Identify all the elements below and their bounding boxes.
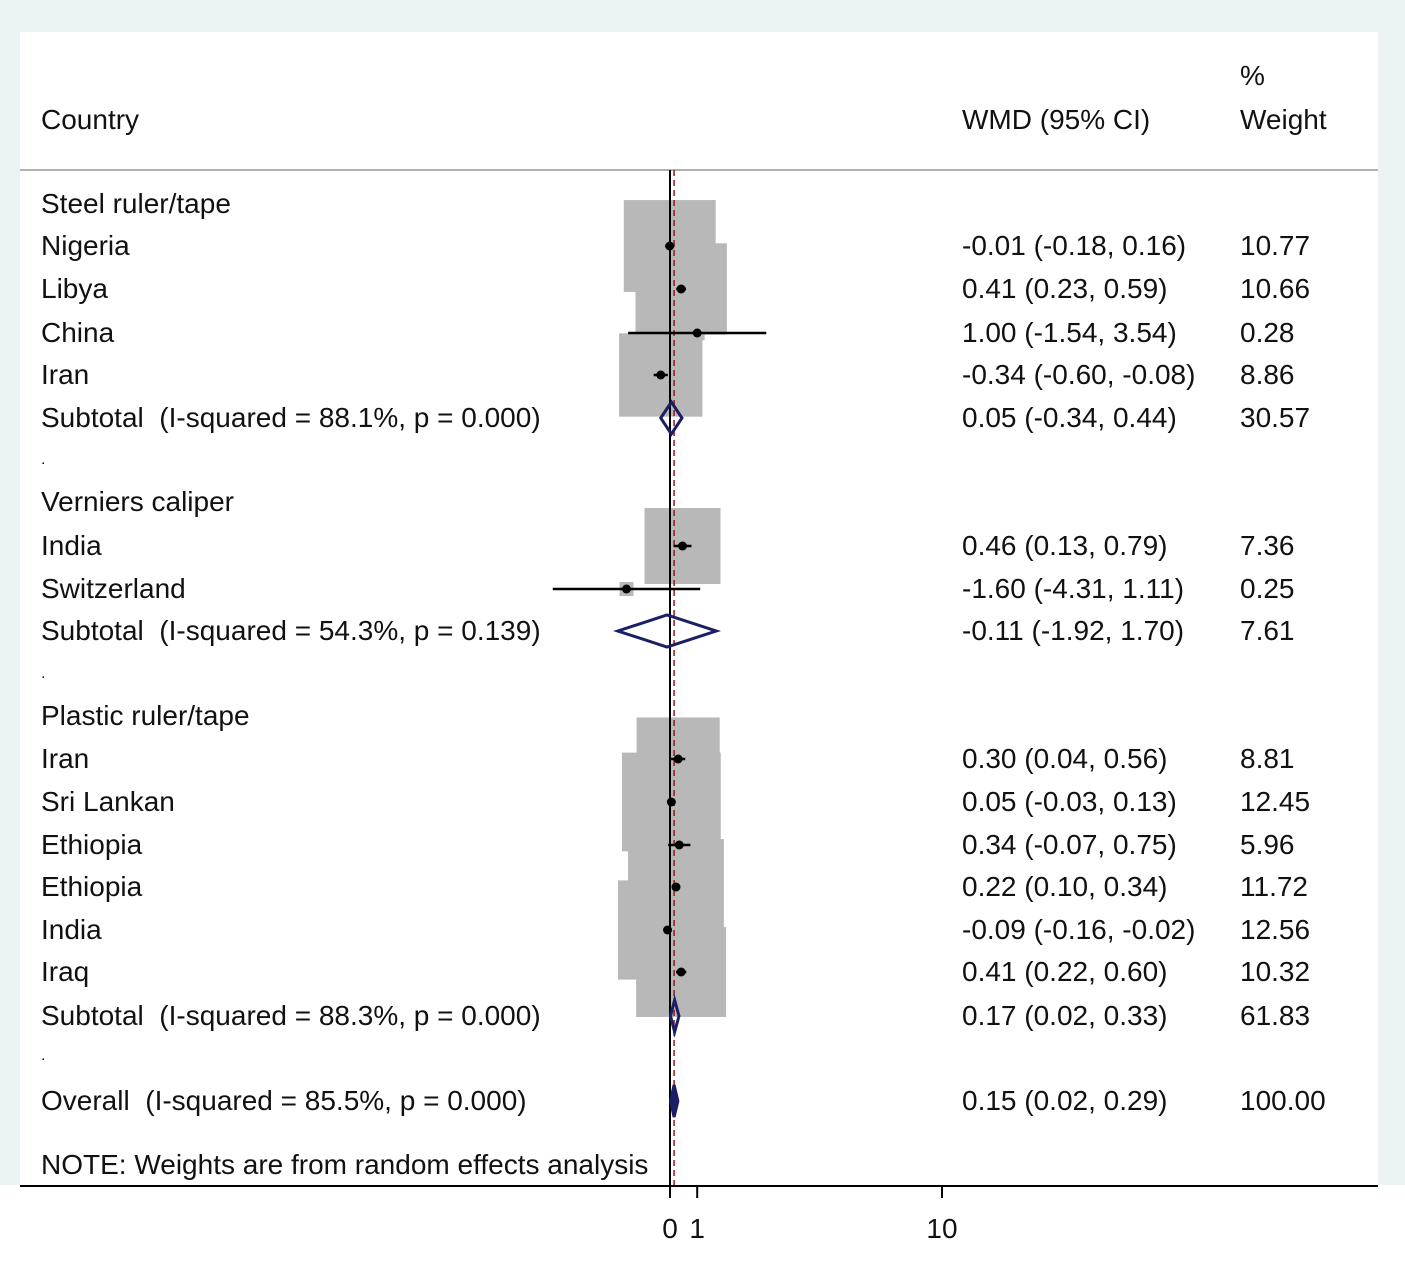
weight-value: 10.77 [1240, 230, 1311, 261]
overall-label: Overall (I-squared = 85.5%, p = 0.000) [41, 1085, 527, 1116]
overall-diamond [669, 1084, 680, 1118]
weight-value: 61.83 [1240, 1000, 1311, 1031]
point-estimate [676, 284, 686, 294]
spacer-mark: . [41, 451, 46, 468]
weight-value: 0.25 [1240, 573, 1295, 604]
subtotal-diamond [668, 994, 681, 1038]
point-estimate [673, 754, 683, 764]
weight-value: 100.00 [1240, 1085, 1326, 1116]
point-estimate [671, 882, 681, 892]
study-label: Nigeria [41, 230, 130, 261]
study-label: Ethiopia [41, 871, 143, 902]
weight-value: 10.32 [1240, 956, 1311, 987]
weight-value: 30.57 [1240, 402, 1311, 433]
ci-value: -0.11 (-1.92, 1.70) [962, 615, 1185, 646]
study-label: India [41, 914, 102, 945]
header-weight-percent: % [1240, 60, 1265, 91]
weight-value: 7.61 [1240, 615, 1295, 646]
ci-value: -0.09 (-0.16, -0.02) [962, 914, 1196, 945]
subtotal-label: Subtotal (I-squared = 88.1%, p = 0.000) [41, 402, 541, 433]
point-estimate [663, 925, 673, 935]
point-estimate [666, 797, 676, 807]
study-label: Iran [41, 743, 90, 774]
ci-value: 0.41 (0.22, 0.60) [962, 956, 1168, 987]
weight-value: 5.96 [1240, 829, 1295, 860]
axis-area [0, 1185, 1405, 1272]
note-text: NOTE: Weights are from random effects an… [41, 1149, 649, 1180]
weight-value: 12.56 [1240, 914, 1311, 945]
point-estimate [692, 328, 702, 338]
spacer-mark: . [41, 665, 46, 682]
ci-value: -0.01 (-0.18, 0.16) [962, 230, 1187, 261]
ci-value: 1.00 (-1.54, 3.54) [962, 317, 1177, 348]
weight-value: 10.66 [1240, 273, 1311, 304]
ci-value: 0.17 (0.02, 0.33) [962, 1000, 1168, 1031]
subtotal-label: Subtotal (I-squared = 54.3%, p = 0.139) [41, 615, 541, 646]
weight-value: 0.28 [1240, 317, 1295, 348]
group-label: Verniers caliper [41, 486, 234, 517]
header-wmd: WMD (95% CI) [962, 104, 1151, 135]
ci-value: 0.30 (0.04, 0.56) [962, 743, 1168, 774]
ci-value: 0.05 (-0.34, 0.44) [962, 402, 1177, 433]
study-label: China [41, 317, 115, 348]
subtotal-label: Subtotal (I-squared = 88.3%, p = 0.000) [41, 1000, 541, 1031]
subtotal-diamond [612, 613, 722, 649]
ci-value: 0.34 (-0.07, 0.75) [962, 829, 1177, 860]
weight-value: 8.86 [1240, 359, 1295, 390]
ci-value: 0.22 (0.10, 0.34) [962, 871, 1168, 902]
point-estimate [678, 541, 688, 551]
point-estimate [621, 584, 631, 594]
weight-value: 7.36 [1240, 530, 1295, 561]
point-estimate [665, 241, 675, 251]
point-estimate [674, 840, 684, 850]
study-label: Libya [41, 273, 108, 304]
ci-value: 0.15 (0.02, 0.29) [962, 1085, 1168, 1116]
x-tick-label: 0 [662, 1213, 678, 1244]
ci-value: -0.34 (-0.60, -0.08) [962, 359, 1196, 390]
point-estimate [676, 967, 686, 977]
subtotal-diamond [658, 399, 684, 437]
point-estimate [656, 370, 666, 380]
weight-value: 11.72 [1240, 871, 1308, 902]
study-label: Sri Lankan [41, 786, 175, 817]
ci-value: 0.41 (0.23, 0.59) [962, 273, 1168, 304]
weight-value: 12.45 [1240, 786, 1311, 817]
ci-value: 0.46 (0.13, 0.79) [962, 530, 1168, 561]
group-label: Steel ruler/tape [41, 188, 231, 219]
study-label: Iraq [41, 956, 90, 987]
study-label: India [41, 530, 102, 561]
weight-value: 8.81 [1240, 743, 1295, 774]
spacer-mark: . [41, 1047, 46, 1064]
group-label: Plastic ruler/tape [41, 700, 250, 731]
study-label: Switzerland [41, 573, 186, 604]
x-tick-label: 10 [926, 1213, 957, 1244]
header-weight: Weight [1240, 104, 1327, 135]
study-label: Iran [41, 359, 90, 390]
header-country: Country [41, 104, 140, 135]
study-label: Ethiopia [41, 829, 143, 860]
ci-value: -1.60 (-4.31, 1.11) [962, 573, 1185, 604]
ci-value: 0.05 (-0.03, 0.13) [962, 786, 1177, 817]
x-tick-label: 1 [689, 1213, 705, 1244]
